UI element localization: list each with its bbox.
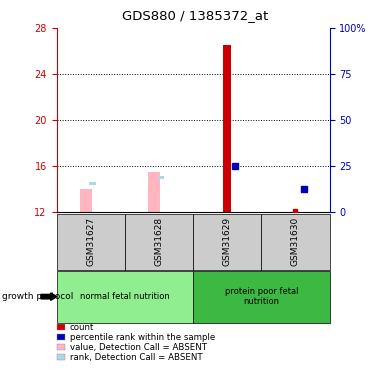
Text: normal fetal nutrition: normal fetal nutrition — [80, 292, 170, 301]
Text: GSM31628: GSM31628 — [154, 217, 163, 266]
Bar — [80, 189, 92, 212]
Bar — [148, 172, 160, 212]
Text: GSM31627: GSM31627 — [86, 217, 95, 266]
Text: GSM31629: GSM31629 — [223, 217, 232, 266]
Text: count: count — [70, 322, 94, 332]
Text: percentile rank within the sample: percentile rank within the sample — [70, 333, 215, 342]
Text: value, Detection Call = ABSENT: value, Detection Call = ABSENT — [70, 343, 207, 352]
Text: GSM31630: GSM31630 — [291, 217, 300, 267]
Bar — [89, 182, 96, 184]
Text: rank, Detection Call = ABSENT: rank, Detection Call = ABSENT — [70, 353, 202, 362]
Bar — [223, 45, 232, 212]
Bar — [158, 176, 164, 179]
Text: protein poor fetal
nutrition: protein poor fetal nutrition — [225, 287, 298, 306]
Text: growth protocol: growth protocol — [2, 292, 73, 301]
Text: GDS880 / 1385372_at: GDS880 / 1385372_at — [122, 9, 268, 22]
